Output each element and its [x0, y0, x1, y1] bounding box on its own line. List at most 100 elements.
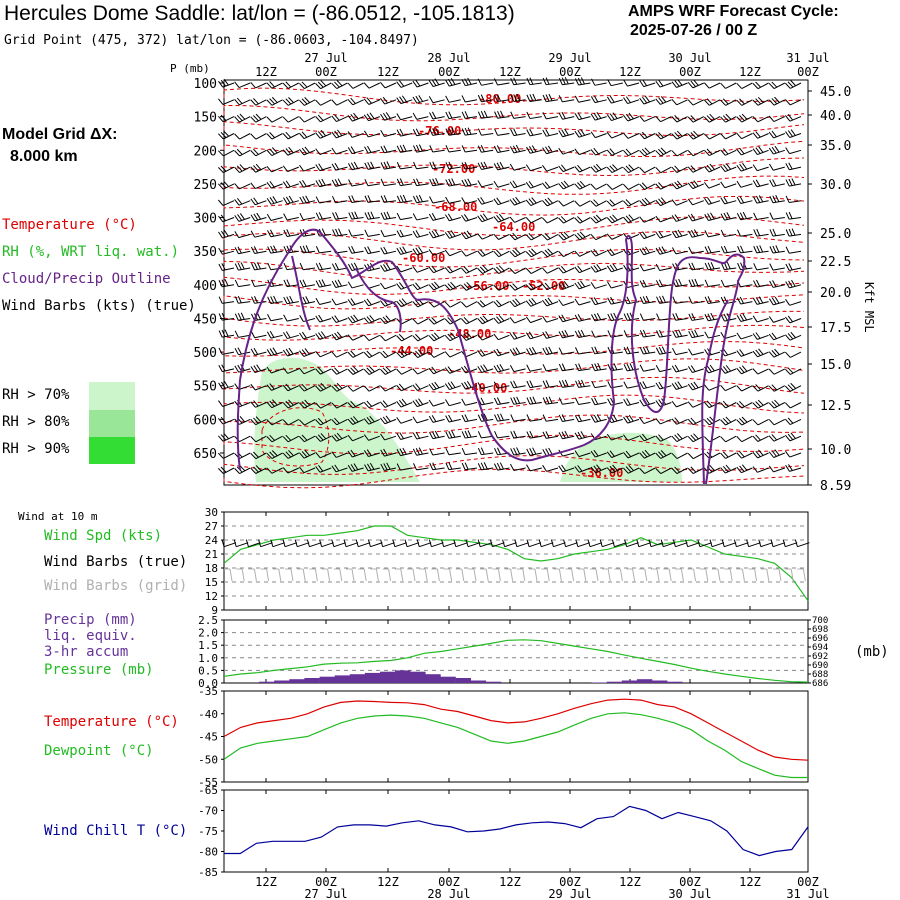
wind-barb-flag: [677, 229, 683, 237]
wind-barb-flag: [655, 468, 662, 474]
wind-barb-flag: [318, 163, 324, 171]
wind-barb-flag: [234, 199, 240, 206]
wind-barb-flag: [396, 247, 402, 255]
wind-barb-flag: [301, 331, 307, 339]
wind-barb: [461, 230, 478, 240]
wind-barb: [218, 78, 235, 88]
wind-barb-staff: [481, 351, 494, 357]
temperature-contour: [223, 358, 805, 374]
wind-barb-staff: [643, 318, 656, 321]
wind-barb-flag: [690, 132, 697, 139]
wind-barb: [769, 245, 785, 254]
wind-barb: [412, 246, 429, 256]
wind-barb-staff: [724, 284, 737, 288]
precip-bar: [425, 674, 441, 683]
wind-barb: [412, 128, 429, 137]
wind-barb-flag: [460, 334, 467, 341]
wind-barb-flag: [236, 165, 243, 172]
wind-barb-staff: [756, 250, 769, 254]
wind-barb-staff: [659, 284, 672, 288]
wind-barb-flag: [772, 280, 777, 288]
wind-barb-staff: [254, 250, 267, 254]
wind-barb: [558, 128, 575, 138]
wind-barb-flag: [736, 332, 742, 340]
wind-barb-flag: [299, 280, 304, 288]
wind-barb: [412, 416, 429, 424]
wind-barb-staff: [238, 250, 251, 255]
wind-barb-flag: [429, 431, 434, 439]
wind-barb-staff: [756, 318, 769, 323]
wind-barb-flag: [448, 111, 453, 119]
wind-barb-flag: [494, 94, 498, 102]
wind-barb: [477, 334, 494, 341]
wind-barb-flag: [658, 451, 664, 458]
wind-barb: [234, 183, 251, 190]
wind-barb: [298, 434, 316, 443]
wind-barb-flag: [433, 332, 440, 339]
wind-barb-staff: [239, 99, 251, 106]
wind-barb-flag: [480, 365, 486, 372]
wind-barb-flag: [285, 451, 292, 458]
wind-barb-staff: [255, 385, 267, 391]
wind-barb-grid-staff: [668, 568, 672, 582]
wind-barb: [671, 149, 688, 157]
height-tick-label: 10.0: [820, 443, 851, 458]
wind-barb-flag: [736, 436, 743, 443]
wind-barb-flag: [480, 397, 485, 405]
wind-barb-staff: [416, 149, 429, 153]
wind-barb-staff: [255, 402, 267, 408]
wind-barb-true: [282, 539, 298, 548]
wind-barb-flag: [250, 467, 257, 474]
wind-barb-flag: [282, 349, 288, 357]
wind-barb-flag: [658, 381, 664, 389]
wind-barb-flag: [526, 431, 531, 439]
height-tick-label: 30.0: [820, 178, 851, 193]
wind-barb-staff: [401, 368, 413, 375]
wind-barb: [315, 99, 332, 106]
wind-barb-flag: [671, 199, 677, 206]
wind-barb: [639, 467, 656, 474]
wind-barb: [509, 216, 526, 223]
wind-barb-flag: [445, 399, 450, 406]
wind-barb-staff: [270, 334, 283, 339]
wind-barb-flag: [671, 418, 678, 425]
wind-barb: [266, 165, 283, 173]
wind-barb: [736, 113, 753, 123]
wind-barb-flag: [350, 162, 356, 170]
wind-barb-flag: [658, 79, 664, 87]
wind-barb: [348, 211, 364, 220]
wind-barb-staff: [335, 149, 348, 155]
wind-barb-flag: [752, 402, 759, 409]
wind-barb-flag: [541, 234, 548, 241]
y-tick-label: -80: [198, 846, 218, 859]
wind-barb-grid: [248, 568, 257, 582]
wind-barb-staff: [676, 149, 688, 157]
wind-barb-staff: [448, 467, 461, 471]
wind-barb-flag: [269, 400, 275, 407]
wind-barb-staff: [676, 217, 688, 222]
wind-barb-flag: [590, 149, 596, 156]
wind-barb: [623, 79, 640, 87]
wind-barb-flag: [283, 279, 288, 287]
wind-barb: [590, 414, 607, 423]
wind-barb-flag: [282, 452, 289, 459]
wind-barb-staff: [741, 385, 753, 392]
wind-barb: [299, 331, 316, 340]
wind-barb-staff: [385, 334, 397, 342]
wind-barb-staff: [643, 284, 656, 288]
wind-barb-flag: [755, 450, 761, 457]
wind-barb-flag: [396, 230, 401, 238]
wind-barb-grid-staff: [278, 568, 282, 582]
precip-bar: [485, 681, 502, 683]
wind-barb-flag: [655, 231, 661, 239]
wind-barb-flag: [299, 196, 304, 204]
wind-barb-staff: [270, 318, 283, 322]
wind-barb-flag: [396, 195, 401, 203]
wind-barb: [315, 331, 332, 340]
wind-barb-flag: [354, 211, 359, 219]
wind-barb: [331, 114, 348, 122]
wind-barb-staff: [465, 99, 478, 103]
wind-barb: [703, 400, 721, 409]
wind-barb: [363, 112, 380, 122]
wind-barb-flag: [250, 348, 256, 356]
